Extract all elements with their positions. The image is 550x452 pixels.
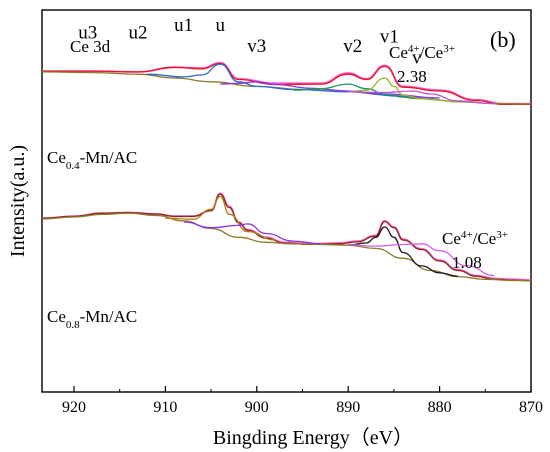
x-tick-label-870: 870 [519,399,543,416]
x-axis-title: Bingding Energy（eV） [213,426,413,449]
peak-label-v1: v1 [380,26,399,47]
x-axis: 920 910 900 890 880 870 [62,386,543,416]
x-tick-label-890: 890 [336,399,360,416]
peak-label-v2: v2 [343,36,362,57]
sample-2-component-u-line [165,195,276,241]
sample-1-component-v1-line [348,77,458,103]
ratio-label-sample-1: Ce4+/Ce3+ [389,43,455,62]
peak-label-v3: v3 [247,36,266,57]
peak-label-v: v [412,47,422,68]
x-tick-label-880: 880 [428,399,452,416]
x-tick-label-920: 920 [62,399,86,416]
sample-1-fitted-envelope-line [41,62,531,106]
peak-label-u2: u2 [128,23,147,44]
sample-2-component-v1-line [348,226,458,277]
ratio-value-sample-2: 1.08 [452,253,482,272]
x-tick-label-910: 910 [153,399,177,416]
sample-2-component-v3-line [183,221,321,245]
peak-label-u1: u1 [174,15,193,36]
sample-label-2: Ce0.8-Mn/AC [47,307,137,331]
ratio-value-sample-1: 2.38 [397,67,427,86]
y-axis-title: Intensity(a.u.) [7,145,29,257]
sample-1-component-v-line [348,90,495,105]
chart-title: Ce 3d [70,37,111,56]
panel-label: (b) [490,27,516,52]
peak-label-u: u [215,15,225,36]
sample-label-1: Ce0.4-Mn/AC [47,148,137,172]
sample-1-experimental-line [41,61,531,105]
peak-label-u3: u3 [78,23,97,44]
plot-frame [41,9,532,393]
x-tick-label-900: 900 [245,399,269,416]
sample-2-component-v-line [348,243,495,277]
peak-labels: u3 u2 u1 u v3 v2 v1 v [78,15,422,68]
sample-1-background-line [41,71,532,105]
ratio-label-sample-2: Ce4+/Ce3+ [442,229,508,248]
spectra-curves [41,61,532,282]
